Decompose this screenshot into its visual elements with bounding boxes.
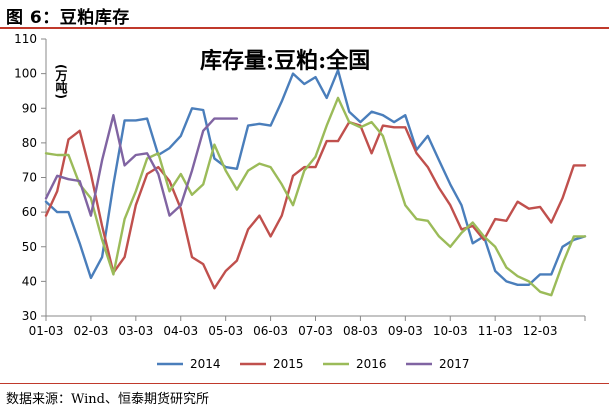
legend-label-2016: 2016 [356, 357, 387, 371]
y-tick-label: 30 [22, 309, 37, 323]
y-tick-label: 70 [22, 171, 37, 185]
x-tick-label: 07-03 [298, 324, 333, 338]
figure-title: 图 6：豆粕库存 [6, 8, 130, 28]
legend-label-2014: 2014 [190, 357, 221, 371]
series-line-2017 [44, 113, 239, 217]
y-tick-label: 50 [22, 240, 37, 254]
x-tick-label: 11-03 [478, 324, 513, 338]
x-tick-label: 10-03 [433, 324, 468, 338]
y-tick-label: 40 [22, 274, 37, 288]
legend-label-2017: 2017 [439, 357, 470, 371]
source-note: 数据来源：Wind、恒泰期货研究所 [6, 392, 209, 407]
x-tick-label: 08-03 [343, 324, 378, 338]
y-tick-label: 60 [22, 205, 37, 219]
y-tick-label: 90 [22, 101, 37, 115]
x-tick-label: 02-03 [73, 324, 108, 338]
y-axis-unit: (万吨) [54, 64, 68, 99]
figure-header: 图 6：豆粕库存 [0, 0, 609, 29]
series-line-2015 [44, 120, 587, 290]
chart-title: 库存量:豆粕:全国 [200, 48, 371, 74]
x-tick-label: 05-03 [208, 324, 243, 338]
x-tick-label: 03-03 [118, 324, 153, 338]
footer-rule [0, 383, 609, 384]
header-rule [0, 27, 609, 29]
x-tick-label: 12-03 [523, 324, 558, 338]
x-tick-label: 04-03 [163, 324, 198, 338]
y-tick-label: 110 [14, 32, 37, 46]
x-tick-label: 09-03 [388, 324, 423, 338]
series-line-2014 [44, 69, 587, 286]
x-tick-label: 06-03 [253, 324, 288, 338]
series-line-2016 [44, 96, 587, 297]
x-tick-label: 01-03 [29, 324, 64, 338]
line-chart: 30 40 50 60 70 80 90 100 110 01-03 02-03 03-03 04-03… [14, 32, 587, 371]
legend-label-2015: 2015 [273, 357, 304, 371]
y-tick-label: 80 [22, 136, 37, 150]
y-tick-label: 100 [14, 67, 37, 81]
chart-area: 30 40 50 60 70 80 90 100 110 01-03 02-03 03-03 04-03… [0, 28, 609, 382]
